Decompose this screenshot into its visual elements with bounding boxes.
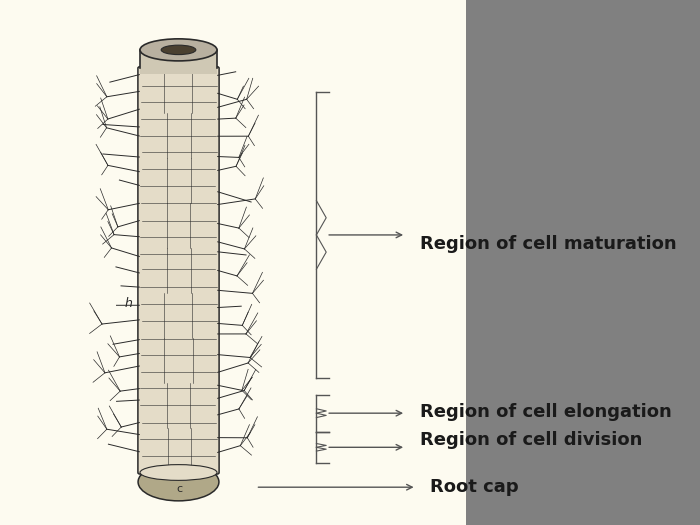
Text: Region of cell elongation: Region of cell elongation xyxy=(420,403,672,421)
Ellipse shape xyxy=(140,39,217,61)
Bar xyxy=(466,0,700,525)
Bar xyxy=(0,0,466,525)
Ellipse shape xyxy=(140,465,217,480)
Text: c: c xyxy=(176,484,183,494)
Text: h: h xyxy=(125,297,132,310)
Text: Region of cell division: Region of cell division xyxy=(420,431,643,449)
Text: Region of cell maturation: Region of cell maturation xyxy=(420,235,677,253)
Bar xyxy=(140,50,217,74)
Ellipse shape xyxy=(161,45,196,55)
Text: Root cap: Root cap xyxy=(430,478,519,496)
FancyBboxPatch shape xyxy=(138,67,219,474)
Ellipse shape xyxy=(138,463,219,501)
